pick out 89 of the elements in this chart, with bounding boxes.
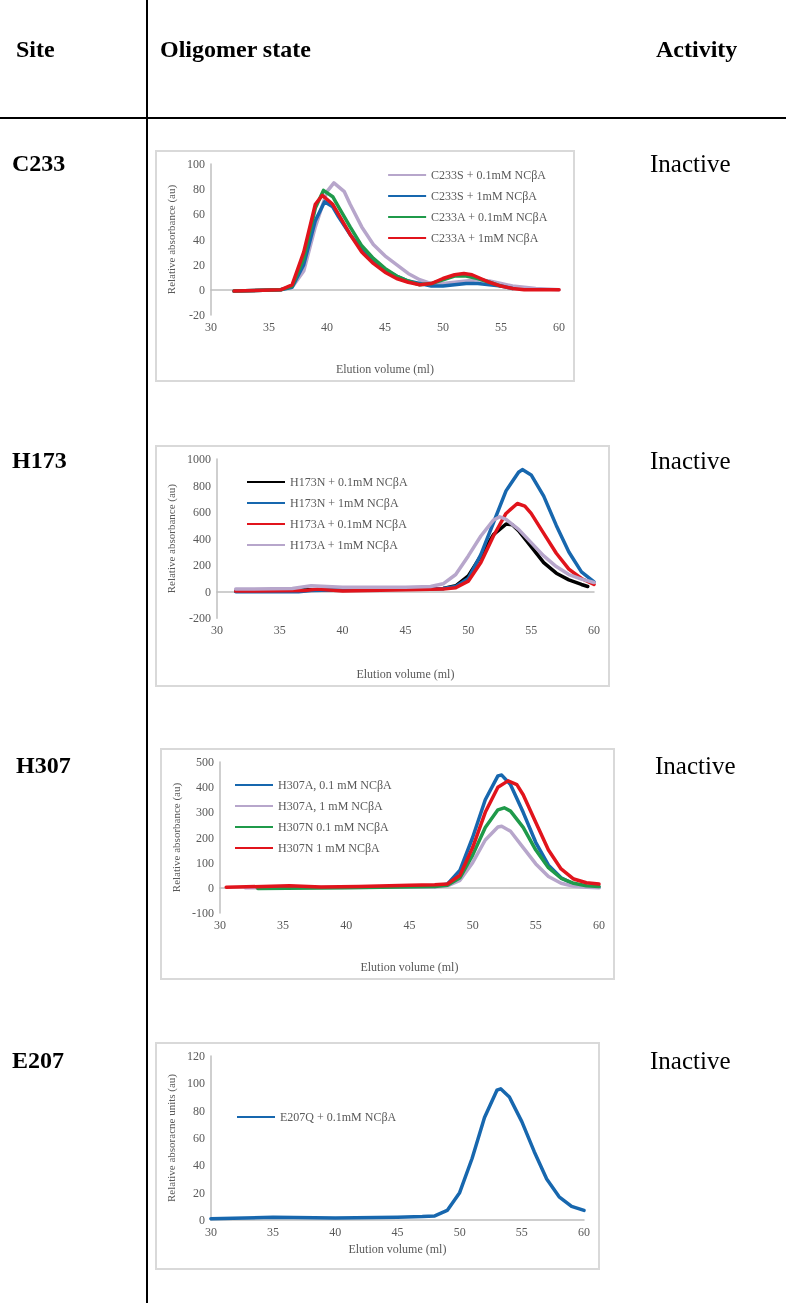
y-tick-label: 500: [195, 755, 214, 769]
x-tick-label: 40: [340, 918, 353, 932]
y-tick-label: 200: [192, 558, 211, 573]
legend-label: C233A + 0.1mM NCβA: [431, 210, 548, 224]
text: Inactive: [650, 447, 731, 475]
y-tick-label: 100: [186, 157, 205, 171]
y-tick-label: 80: [192, 182, 205, 197]
legend-label: H173A + 1mM NCβA: [290, 538, 399, 552]
x-tick-label: 35: [262, 320, 275, 334]
x-tick-label: 55: [494, 320, 507, 334]
x-tick-label: 50: [436, 320, 449, 334]
y-tick-label: 40: [192, 232, 205, 247]
text: Inactive: [650, 150, 731, 178]
x-tick-label: 60: [553, 320, 565, 334]
x-tick-label: 45: [378, 320, 391, 334]
y-tick-label: 0: [204, 584, 211, 599]
y-tick-label: 1000: [186, 452, 211, 466]
line-series: [224, 779, 601, 890]
y-tick-label: 80: [192, 1103, 205, 1118]
x-axis-title: Elution volume (ml): [360, 960, 459, 974]
text: H173: [12, 447, 67, 474]
y-tick-label: 400: [195, 780, 214, 795]
text: Activity: [656, 36, 738, 63]
legend-label: H307N 1 mM NCβA: [278, 841, 381, 855]
x-tick-label: 40: [329, 1225, 342, 1239]
text: C233: [12, 150, 66, 177]
text: Inactive: [650, 1047, 731, 1075]
x-tick-label: 60: [578, 1225, 590, 1239]
y-axis-title: Relative absorbance (au): [164, 184, 178, 295]
y-tick-label: 60: [192, 1131, 205, 1145]
y-tick-label: 0: [198, 1213, 205, 1227]
x-tick-label: 55: [529, 918, 542, 932]
y-tick-label: 200: [195, 830, 214, 845]
y-tick-label: 100: [195, 855, 214, 870]
y-tick-label: 100: [186, 1076, 205, 1091]
y-tick-label: -200: [188, 611, 211, 626]
x-axis-title: Elution volume (ml): [335, 362, 434, 376]
y-tick-label: 800: [192, 478, 211, 493]
y-tick-label: 20: [192, 1185, 205, 1200]
x-tick-label: 55: [525, 623, 538, 638]
y-axis-title: Relative absorbance (au): [164, 483, 178, 594]
legend-label: H307A, 1 mM NCβA: [278, 799, 384, 813]
legend-label: H173N + 1mM NCβA: [290, 496, 399, 510]
x-tick-label: 30: [204, 320, 217, 334]
y-tick-label: -20: [188, 308, 205, 322]
legend-label: H173N + 0.1mM NCβA: [290, 475, 408, 489]
legend-label: C233S + 1mM NCβA: [431, 189, 538, 203]
x-tick-label: 35: [267, 1225, 280, 1239]
x-tick-label: 30: [213, 918, 226, 932]
x-tick-label: 50: [462, 623, 475, 638]
x-tick-label: 45: [403, 918, 416, 932]
y-tick-label: 40: [192, 1158, 205, 1173]
x-tick-label: 45: [399, 623, 412, 638]
x-tick-label: 40: [336, 623, 349, 638]
legend-label: H173A + 0.1mM NCβA: [290, 517, 408, 531]
y-tick-label: 600: [192, 505, 211, 520]
text: H307: [16, 752, 71, 779]
y-axis-title: Relative absoracne units (au): [164, 1073, 178, 1202]
y-tick-label: 300: [195, 805, 214, 820]
x-tick-label: 35: [273, 623, 286, 638]
x-tick-label: 30: [204, 1225, 217, 1239]
y-tick-label: 60: [192, 207, 205, 222]
legend-label: E207Q + 0.1mM NCβA: [280, 1110, 397, 1124]
x-tick-label: 30: [210, 623, 223, 638]
x-axis-title: Elution volume (ml): [356, 667, 455, 681]
text: Oligomer state: [160, 36, 311, 63]
legend-label: C233A + 1mM NCβA: [431, 231, 539, 245]
y-tick-label: -100: [191, 906, 214, 920]
y-tick-label: 0: [207, 880, 214, 895]
x-tick-label: 60: [593, 918, 605, 932]
legend-label: H307A, 0.1 mM NCβA: [278, 778, 393, 792]
y-axis-title: Relative absorbance (au): [169, 782, 183, 893]
text: Site: [16, 36, 55, 63]
x-tick-label: 40: [320, 320, 333, 334]
x-tick-label: 45: [391, 1225, 404, 1239]
text: Inactive: [655, 752, 736, 780]
x-axis-title: Elution volume (ml): [348, 1241, 447, 1256]
legend-label: H307N 0.1 mM NCβA: [278, 820, 390, 834]
y-tick-label: 0: [198, 282, 205, 297]
x-tick-label: 60: [588, 623, 600, 638]
y-tick-label: 20: [192, 257, 205, 272]
y-tick-label: 400: [192, 531, 211, 546]
legend-label: C233S + 0.1mM NCβA: [431, 168, 547, 182]
x-tick-label: 35: [277, 918, 290, 932]
y-tick-label: 120: [186, 1049, 205, 1063]
x-tick-label: 50: [453, 1225, 466, 1239]
x-tick-label: 55: [515, 1225, 528, 1239]
x-tick-label: 50: [466, 918, 479, 932]
text: E207: [12, 1047, 65, 1074]
